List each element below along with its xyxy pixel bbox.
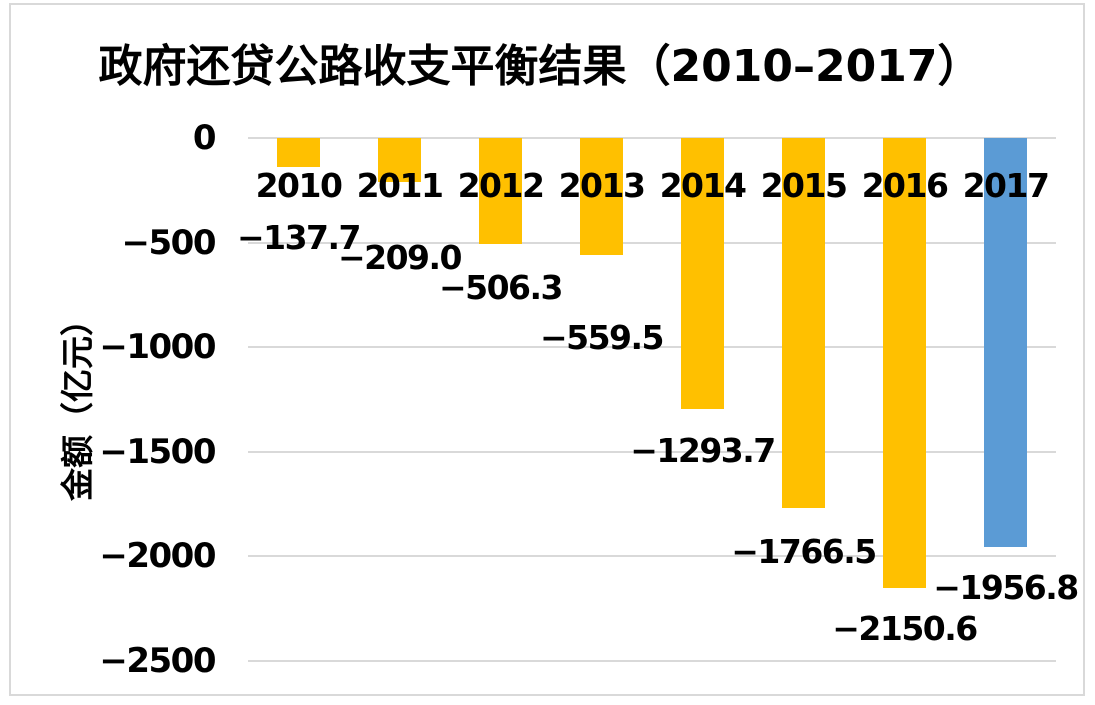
bar-2017 bbox=[984, 138, 1027, 548]
gridline-−2000 bbox=[248, 555, 1056, 558]
bar-2013 bbox=[580, 138, 623, 256]
x-axis-label-2011: 2011 bbox=[356, 166, 444, 205]
bar-2014 bbox=[681, 138, 724, 409]
gridline-0 bbox=[248, 137, 1056, 139]
y-tick-label-−2500: −2500 bbox=[99, 641, 216, 681]
gridline-−2500 bbox=[248, 660, 1056, 662]
x-axis-label-2013: 2013 bbox=[558, 166, 646, 205]
bar-2011 bbox=[378, 138, 421, 182]
x-axis-label-2012: 2012 bbox=[457, 166, 545, 205]
bar-2010 bbox=[277, 138, 320, 167]
x-axis-label-2010: 2010 bbox=[255, 166, 343, 205]
gridline-−1000 bbox=[248, 346, 1056, 349]
bar-2016 bbox=[883, 138, 926, 588]
gridline-−1500 bbox=[248, 450, 1056, 453]
data-label-2013: −559.5 bbox=[539, 318, 665, 358]
data-label-2017: −1956.8 bbox=[933, 568, 1079, 608]
y-tick-label-−1500: −1500 bbox=[99, 431, 216, 472]
y-tick-label-0: 0 bbox=[192, 118, 217, 158]
gridline-−500 bbox=[248, 241, 1056, 244]
data-label-2016: −2150.6 bbox=[832, 608, 978, 648]
y-tick-label-−2000: −2000 bbox=[99, 536, 216, 577]
data-label-2014: −1293.7 bbox=[630, 430, 776, 470]
y-tick-label-−500: −500 bbox=[121, 222, 217, 263]
x-axis-label-2015: 2015 bbox=[760, 166, 848, 205]
x-axis-label-2016: 2016 bbox=[861, 166, 949, 205]
x-axis-label-2017: 2017 bbox=[962, 166, 1050, 205]
chart-title: 政府还贷公路收支平衡结果（2010–2017） bbox=[98, 41, 982, 92]
y-tick-label-−1000: −1000 bbox=[99, 327, 216, 368]
x-axis-label-2014: 2014 bbox=[659, 166, 747, 205]
data-label-2015: −1766.5 bbox=[731, 531, 877, 571]
bar-2015 bbox=[782, 138, 825, 508]
data-label-2012: −506.3 bbox=[438, 267, 564, 307]
data-label-2010: −137.7 bbox=[236, 217, 362, 257]
data-label-2011: −209.0 bbox=[337, 237, 463, 277]
bar-2012 bbox=[479, 138, 522, 244]
